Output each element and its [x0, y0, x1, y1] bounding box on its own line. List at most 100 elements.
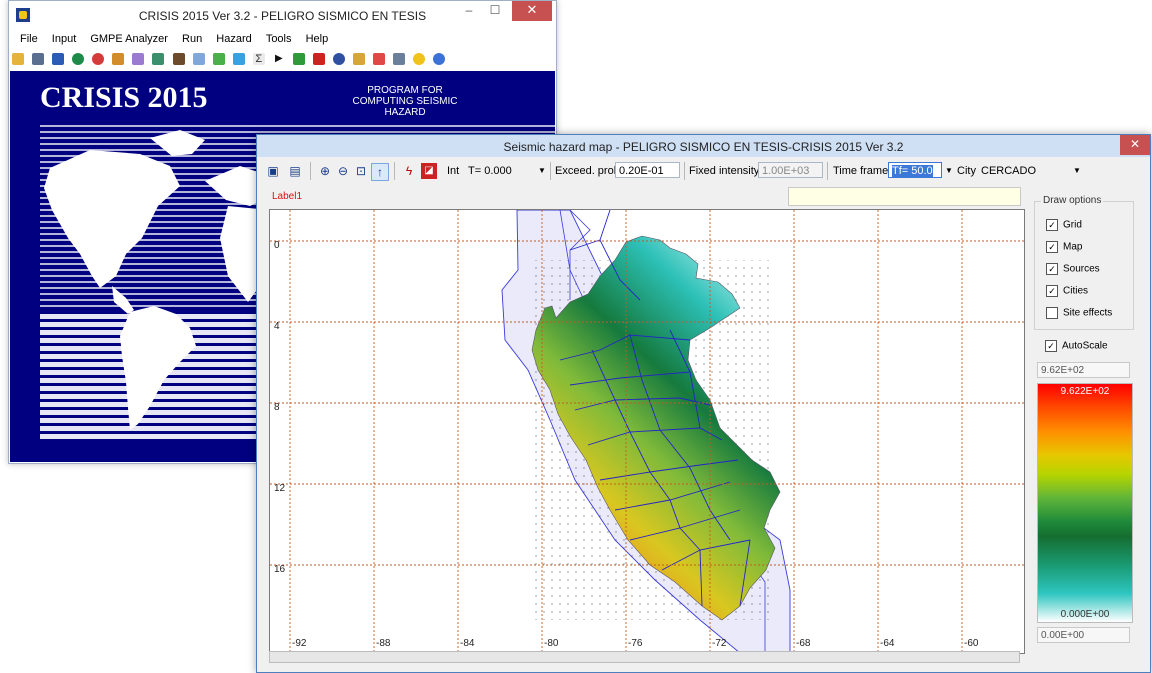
main-title-bar[interactable]: CRISIS 2015 Ver 3.2 - PELIGRO SISMICO EN…: [9, 1, 556, 31]
label1: Label1: [272, 191, 303, 202]
map-close-button[interactable]: ✕: [1120, 135, 1150, 155]
city-dropdown[interactable]: CERCADO: [981, 165, 1037, 177]
zoom-fit-icon[interactable]: ⊡: [355, 164, 367, 178]
time-frame-input[interactable]: Tf= 50.0: [888, 162, 942, 178]
hazard-map-icon[interactable]: [292, 53, 305, 65]
menu-bar: File Input GMPE Analyzer Run Hazard Tool…: [9, 31, 556, 47]
draw-options-group: Draw options ✓ Grid ✓ Map ✓ Sources ✓ Cities…: [1034, 195, 1134, 330]
autoscale-label: AutoScale: [1062, 340, 1108, 352]
hazard-map-canvas[interactable]: -92 -88 -84 -80 -76 -72 -68 -64 -60 0 4 …: [269, 209, 1025, 654]
autoscale-checkbox[interactable]: ✓ AutoScale: [1045, 340, 1108, 354]
splash-subtitle: PROGRAM FOR COMPUTING SEISMIC HAZARD: [340, 85, 470, 118]
main-close-button[interactable]: ✕: [512, 1, 552, 21]
north-arrow-icon[interactable]: ↑: [371, 163, 389, 181]
scale-max-input[interactable]: 9.62E+02: [1037, 362, 1130, 378]
checkmark-icon: ✓: [1046, 263, 1058, 275]
exceed-prob-label: Exceed. prob.: [555, 165, 623, 177]
export-icon[interactable]: [393, 53, 406, 65]
status-field: [788, 187, 1021, 206]
horizontal-scrollbar[interactable]: [269, 651, 1020, 663]
map-checkbox-label: Map: [1063, 241, 1083, 253]
target-icon[interactable]: [92, 53, 105, 65]
minimize-button[interactable]: –: [465, 3, 473, 17]
checkmark-icon: ✓: [1046, 241, 1058, 253]
save-icon[interactable]: ▣: [267, 164, 279, 178]
lightning-icon[interactable]: ϟ: [405, 164, 413, 178]
splash-subtitle-line1: PROGRAM FOR COMPUTING SEISMIC: [352, 85, 458, 107]
open-icon[interactable]: [12, 53, 24, 65]
intensity-dropdown-arrow-icon[interactable]: ▼: [538, 166, 546, 175]
layers-icon[interactable]: [152, 53, 165, 65]
globe-icon[interactable]: [72, 53, 85, 65]
cities-checkbox-label: Cities: [1063, 285, 1089, 297]
y-tick-3: 8: [274, 402, 280, 413]
sources-checkbox[interactable]: ✓ Sources: [1046, 263, 1100, 277]
city-dropdown-arrow-icon[interactable]: ▼: [1073, 166, 1081, 175]
star-icon[interactable]: [413, 53, 426, 65]
colormap-icon[interactable]: [312, 53, 325, 65]
sum-icon[interactable]: Σ: [252, 53, 265, 65]
menu-input[interactable]: Input: [51, 33, 77, 45]
lines-icon[interactable]: [192, 53, 205, 65]
checkmark-icon: ✓: [1045, 340, 1057, 352]
deaggregation-icon[interactable]: [353, 53, 366, 65]
menu-run[interactable]: Run: [182, 33, 203, 45]
map-checkbox[interactable]: ✓ Map: [1046, 241, 1082, 255]
table-icon[interactable]: [172, 53, 185, 65]
scale-min-label: 0.000E+00: [1060, 609, 1110, 620]
zoom-in-icon[interactable]: ⊕: [319, 164, 331, 178]
menu-file[interactable]: File: [20, 33, 38, 45]
clock-icon[interactable]: [333, 53, 345, 65]
splash-subtitle-line2: HAZARD: [384, 107, 426, 118]
exceed-prob-input[interactable]: 0.20E-01: [615, 162, 680, 178]
maximize-button[interactable]: ☐: [489, 3, 501, 17]
menu-gmpe-analyzer[interactable]: GMPE Analyzer: [90, 33, 168, 45]
americas-silhouette: [44, 130, 275, 430]
zoom-out-icon[interactable]: ⊖: [337, 164, 349, 178]
checkmark-icon: ✓: [1046, 219, 1058, 231]
main-window-title: CRISIS 2015 Ver 3.2 - PELIGRO SISMICO EN…: [138, 9, 427, 23]
scale-min-input[interactable]: 0.00E+00: [1037, 627, 1130, 643]
x-tick-6: -72: [712, 638, 727, 649]
menu-hazard[interactable]: Hazard: [216, 33, 252, 45]
site-effects-checkbox-label: Site effects: [1063, 307, 1113, 319]
crisis-app-icon: [16, 8, 30, 22]
copy-icon[interactable]: ▤: [289, 164, 301, 178]
map-title-bar[interactable]: Seismic hazard map - PELIGRO SISMICO EN …: [257, 135, 1150, 157]
checkmark-icon: ✓: [1046, 285, 1058, 297]
splash-title: CRISIS 2015: [40, 81, 208, 114]
grid-icon[interactable]: [32, 53, 45, 65]
help-icon[interactable]: [433, 53, 446, 65]
time-frame-dropdown-arrow-icon[interactable]: ▼: [945, 166, 953, 175]
map-grid: [270, 210, 1024, 653]
fixed-intensity-label: Fixed intensity: [689, 165, 760, 177]
scale-max-label: 9.622E+02: [1060, 386, 1110, 397]
grid-checkbox[interactable]: ✓ Grid: [1046, 219, 1082, 233]
chart-icon[interactable]: [132, 53, 145, 65]
hazard-map-svg: -92 -88 -84 -80 -76 -72 -68 -64 -60 0 4 …: [270, 210, 1024, 653]
menu-tools[interactable]: Tools: [265, 33, 292, 45]
time-frame-label: Time frame: [833, 165, 889, 177]
spectrum-icon[interactable]: [373, 53, 386, 65]
attenuation-icon[interactable]: [212, 53, 225, 65]
save-icon[interactable]: [52, 53, 65, 65]
run-icon[interactable]: ▶: [272, 53, 285, 65]
cities-checkbox[interactable]: ✓ Cities: [1046, 285, 1088, 299]
int-label: Int: [447, 165, 460, 177]
y-tick-4: 12: [274, 483, 286, 494]
x-tick-8: -64: [880, 638, 895, 649]
city-label: City: [957, 165, 976, 177]
menu-help[interactable]: Help: [305, 33, 329, 45]
map-window-title: Seismic hazard map - PELIGRO SISMICO EN …: [503, 140, 904, 154]
site-effects-checkbox[interactable]: Site effects: [1046, 307, 1112, 321]
sources-checkbox-label: Sources: [1063, 263, 1100, 275]
x-tick-3: -84: [460, 638, 475, 649]
colormap-icon[interactable]: ◪: [421, 163, 437, 179]
x-tick-7: -68: [796, 638, 811, 649]
sources-icon[interactable]: [112, 53, 125, 65]
y-tick-5: 16: [274, 564, 286, 575]
main-toolbar: Σ ▶: [9, 50, 556, 70]
intensity-dropdown[interactable]: T= 0.000: [468, 165, 512, 177]
gradient-icon[interactable]: [232, 53, 245, 65]
time-frame-value: Tf= 50.0: [892, 165, 933, 177]
